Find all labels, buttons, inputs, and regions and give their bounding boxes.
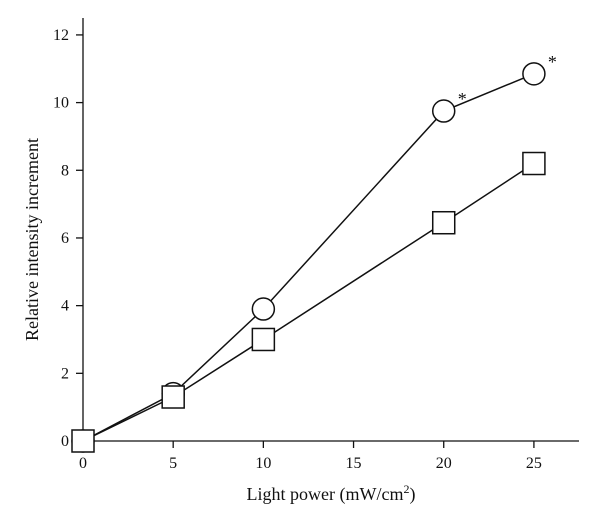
y-tick-label: 0 bbox=[61, 433, 69, 450]
y-tick-label: 6 bbox=[61, 230, 69, 247]
data-point-circle bbox=[522, 62, 546, 86]
x-axis-label: Light power (mW/cm2) bbox=[247, 482, 416, 505]
y-tick-label: 2 bbox=[61, 365, 69, 382]
y-tick-label: 12 bbox=[53, 27, 69, 44]
x-axis-label-superscript: 2 bbox=[403, 482, 409, 496]
data-point-square bbox=[161, 385, 185, 409]
x-ticks: 0 5 10 15 20 25 bbox=[79, 441, 542, 472]
data-point-circle bbox=[431, 99, 456, 123]
y-axis-label: Relative intensity increment bbox=[22, 138, 42, 341]
data-point-square bbox=[522, 151, 546, 176]
data-point-square bbox=[431, 210, 456, 235]
x-axis-label-main: Light power (mW/cm bbox=[247, 484, 404, 505]
x-tick-label: 15 bbox=[346, 455, 362, 472]
axes bbox=[82, 18, 579, 442]
x-tick-label: 25 bbox=[526, 455, 542, 472]
x-axis-label-end: ) bbox=[409, 484, 415, 505]
series-line-circle bbox=[82, 73, 535, 442]
y-tick-label: 10 bbox=[53, 95, 69, 112]
data-point-square bbox=[71, 429, 95, 453]
series-layer bbox=[71, 62, 546, 453]
series-line-square bbox=[82, 162, 535, 442]
data-point-square bbox=[251, 327, 276, 352]
x-tick-label: 5 bbox=[169, 455, 177, 472]
significance-asterisk: * bbox=[458, 89, 467, 109]
x-tick-label: 20 bbox=[436, 455, 452, 472]
data-point-circle bbox=[251, 297, 276, 321]
series-square bbox=[71, 151, 546, 453]
y-ticks: 0 2 4 6 8 10 12 bbox=[53, 27, 83, 450]
y-tick-label: 8 bbox=[61, 162, 69, 179]
series-circle bbox=[71, 62, 546, 453]
annotation-layer: ** bbox=[458, 52, 557, 109]
x-tick-label: 0 bbox=[79, 455, 87, 472]
y-tick-label: 4 bbox=[61, 298, 69, 315]
significance-asterisk: * bbox=[548, 52, 557, 72]
x-tick-label: 10 bbox=[255, 455, 271, 472]
